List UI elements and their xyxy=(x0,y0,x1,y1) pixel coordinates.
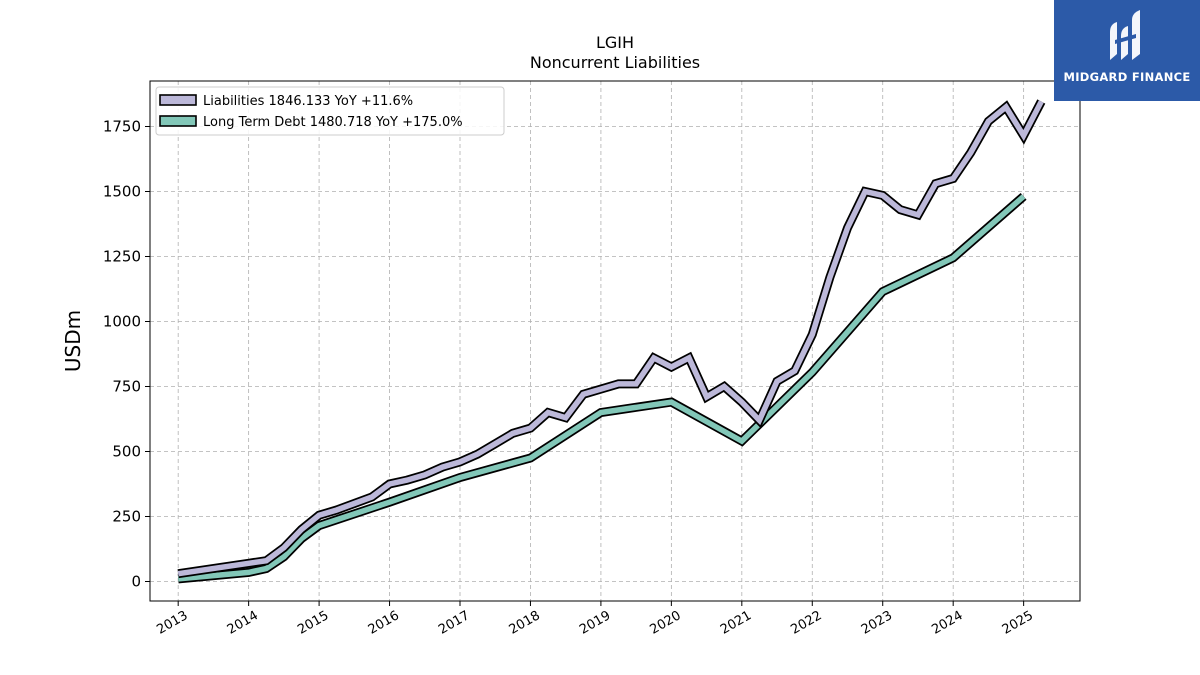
legend-box xyxy=(155,86,505,136)
brand-logo: MIDGARD FINANCE xyxy=(1054,0,1200,101)
series-lines xyxy=(177,99,1046,584)
y-tick-label: 1750 xyxy=(103,118,141,136)
x-tick-label: 2015 xyxy=(295,608,331,638)
grid xyxy=(150,81,1080,601)
legend-entry-0: Liabilities 1846.133 YoY +11.6% xyxy=(203,94,413,109)
x-tick-label: 2025 xyxy=(1000,608,1036,638)
x-tick-label: 2024 xyxy=(929,608,965,638)
y-tick-label: 0 xyxy=(131,573,141,591)
chart-title: LGIH xyxy=(596,33,634,52)
x-tick-label: 2019 xyxy=(577,608,613,638)
y-tick-label: 1250 xyxy=(103,248,141,266)
series-line-1 xyxy=(177,194,1026,582)
legend: Liabilities 1846.133 YoY +11.6% Long Term… xyxy=(155,86,505,136)
chart-subtitle: Noncurrent Liabilities xyxy=(530,53,700,72)
x-tick-label: 2013 xyxy=(154,608,190,638)
brand-name: MIDGARD FINANCE xyxy=(1063,70,1191,84)
x-tick-label: 2016 xyxy=(366,608,402,638)
plot-area xyxy=(149,80,1081,602)
x-tick-label: 2017 xyxy=(436,608,472,638)
series-outline-0 xyxy=(177,99,1046,579)
x-tick-label: 2022 xyxy=(788,608,824,638)
x-tick-label: 2021 xyxy=(718,608,754,638)
midgard-logo-icon xyxy=(1110,10,1140,60)
y-tick-label: 250 xyxy=(112,508,141,526)
series-line-0 xyxy=(177,100,1044,577)
y-tick-label: 1500 xyxy=(103,183,141,201)
y-tick-label: 500 xyxy=(112,443,141,461)
y-tick-label: 750 xyxy=(112,378,141,396)
y-tick-label: 1000 xyxy=(103,313,141,331)
legend-swatch-0 xyxy=(159,94,197,106)
x-tick-label: 2018 xyxy=(507,608,543,638)
x-tick-label: 2020 xyxy=(648,608,684,638)
y-axis-label: USDm xyxy=(61,310,85,372)
x-tick-label: 2014 xyxy=(225,608,261,638)
legend-swatch-1 xyxy=(159,115,197,127)
legend-entry-1: Long Term Debt 1480.718 YoY +175.0% xyxy=(203,115,463,130)
x-tick-label: 2023 xyxy=(859,608,895,638)
